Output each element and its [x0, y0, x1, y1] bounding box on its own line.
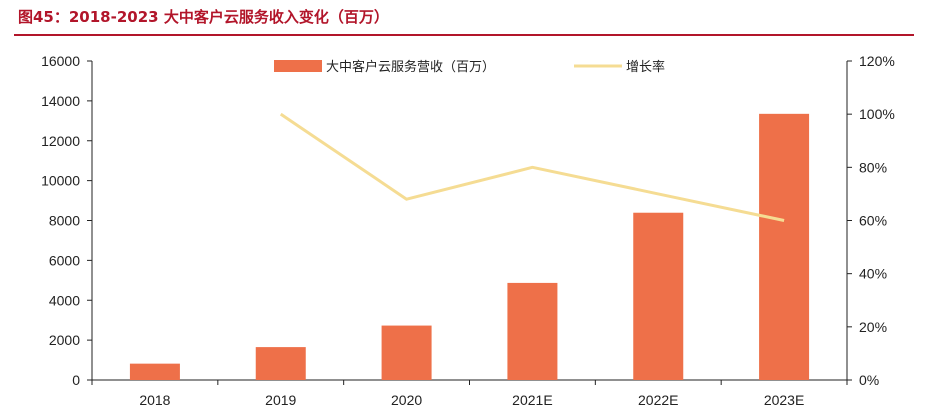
revenue-bar [759, 113, 810, 380]
legend: 大中客户云服务营收（百万） 增长率 [274, 59, 665, 75]
left-tick-label: 2000 [49, 332, 80, 348]
right-tick-label: 80% [859, 159, 887, 175]
tick-labels: 0 2000 4000 6000 8000 10000 12000 14000 16000 0% 2… [41, 53, 895, 407]
figure-title: 图45：2018-2023 大中客户云服务收入变化（百万） [18, 8, 389, 26]
legend-bar-swatch [274, 60, 322, 72]
x-tick-label: 2019 [265, 392, 296, 407]
left-tick-label: 14000 [41, 93, 80, 109]
revenue-bar [255, 347, 306, 380]
legend-line-label: 增长率 [626, 59, 665, 75]
bars [129, 113, 810, 380]
left-tick-label: 0 [72, 372, 80, 388]
revenue-bar [129, 363, 180, 380]
x-tick-label: 2022E [638, 392, 678, 407]
axes [87, 60, 852, 385]
x-tick-label: 2023E [764, 392, 804, 407]
right-tick-label: 0% [859, 372, 879, 388]
growth-line-layer [279, 112, 785, 222]
right-tick-label: 120% [859, 53, 895, 69]
growth-rate-line [279, 112, 785, 222]
legend-bar-label: 大中客户云服务营收（百万） [326, 59, 495, 75]
revenue-bar [381, 325, 432, 380]
x-tick-label: 2018 [139, 392, 170, 407]
x-tick-label: 2021E [512, 392, 552, 407]
left-tick-label: 6000 [49, 252, 80, 268]
left-tick-label: 12000 [41, 133, 80, 149]
x-tick-label: 2020 [391, 392, 422, 407]
left-tick-label: 8000 [49, 213, 80, 229]
left-tick-label: 10000 [41, 173, 80, 189]
right-tick-label: 100% [859, 106, 895, 122]
title-rule [14, 34, 914, 36]
right-tick-label: 40% [859, 266, 887, 282]
right-tick-label: 20% [859, 319, 887, 335]
revenue-bar [507, 282, 558, 380]
right-tick-label: 60% [859, 213, 887, 229]
left-tick-label: 16000 [41, 53, 80, 69]
revenue-bar [633, 212, 684, 380]
left-tick-label: 4000 [49, 292, 80, 308]
